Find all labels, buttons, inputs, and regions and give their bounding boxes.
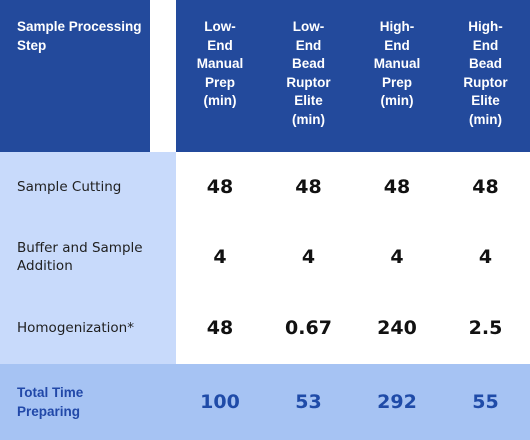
- row-1-value-4: 48: [441, 152, 530, 222]
- total-value-2: 53: [264, 364, 353, 440]
- header-col-4: High- End Bead Ruptor Elite (min): [441, 0, 530, 152]
- total-value-1: 100: [176, 364, 264, 440]
- row-label-sample-cutting: Sample Cutting: [0, 152, 176, 222]
- row-1-value-2: 48: [264, 152, 353, 222]
- row-2-value-4: 4: [441, 222, 530, 292]
- header-step-label: Sample Processing Step: [17, 19, 142, 53]
- row-label-buffer-and-sample-addition: Buffer and Sample Addition: [0, 222, 176, 292]
- row-1-value-1: 48: [176, 152, 264, 222]
- total-value-4: 55: [441, 364, 530, 440]
- header-col-2: Low- End Bead Ruptor Elite (min): [264, 0, 353, 152]
- header-col-1-label: Low- End Manual Prep (min): [196, 19, 244, 108]
- header-col-1: Low- End Manual Prep (min): [176, 0, 264, 152]
- header-col-3-label: High- End Manual Prep (min): [373, 19, 421, 108]
- row-2-value-3: 4: [353, 222, 441, 292]
- header-col-4-label: High- End Bead Ruptor Elite (min): [463, 19, 508, 127]
- header-col-3: High- End Manual Prep (min): [353, 0, 441, 152]
- total-label: Total Time Preparing: [0, 364, 176, 440]
- header-step: Sample Processing Step: [0, 0, 150, 152]
- row-2-value-1: 4: [176, 222, 264, 292]
- row-label-homogenization: Homogenization*: [0, 292, 176, 364]
- row-3-value-4: 2.5: [441, 292, 530, 364]
- header-col-2-label: Low- End Bead Ruptor Elite (min): [286, 19, 331, 127]
- row-3-value-2: 0.67: [264, 292, 353, 364]
- row-3-value-1: 48: [176, 292, 264, 364]
- total-label-text: Total Time Preparing: [17, 385, 84, 419]
- total-value-3: 292: [353, 364, 441, 440]
- row-2-value-2: 4: [264, 222, 353, 292]
- row-1-value-3: 48: [353, 152, 441, 222]
- row-3-value-3: 240: [353, 292, 441, 364]
